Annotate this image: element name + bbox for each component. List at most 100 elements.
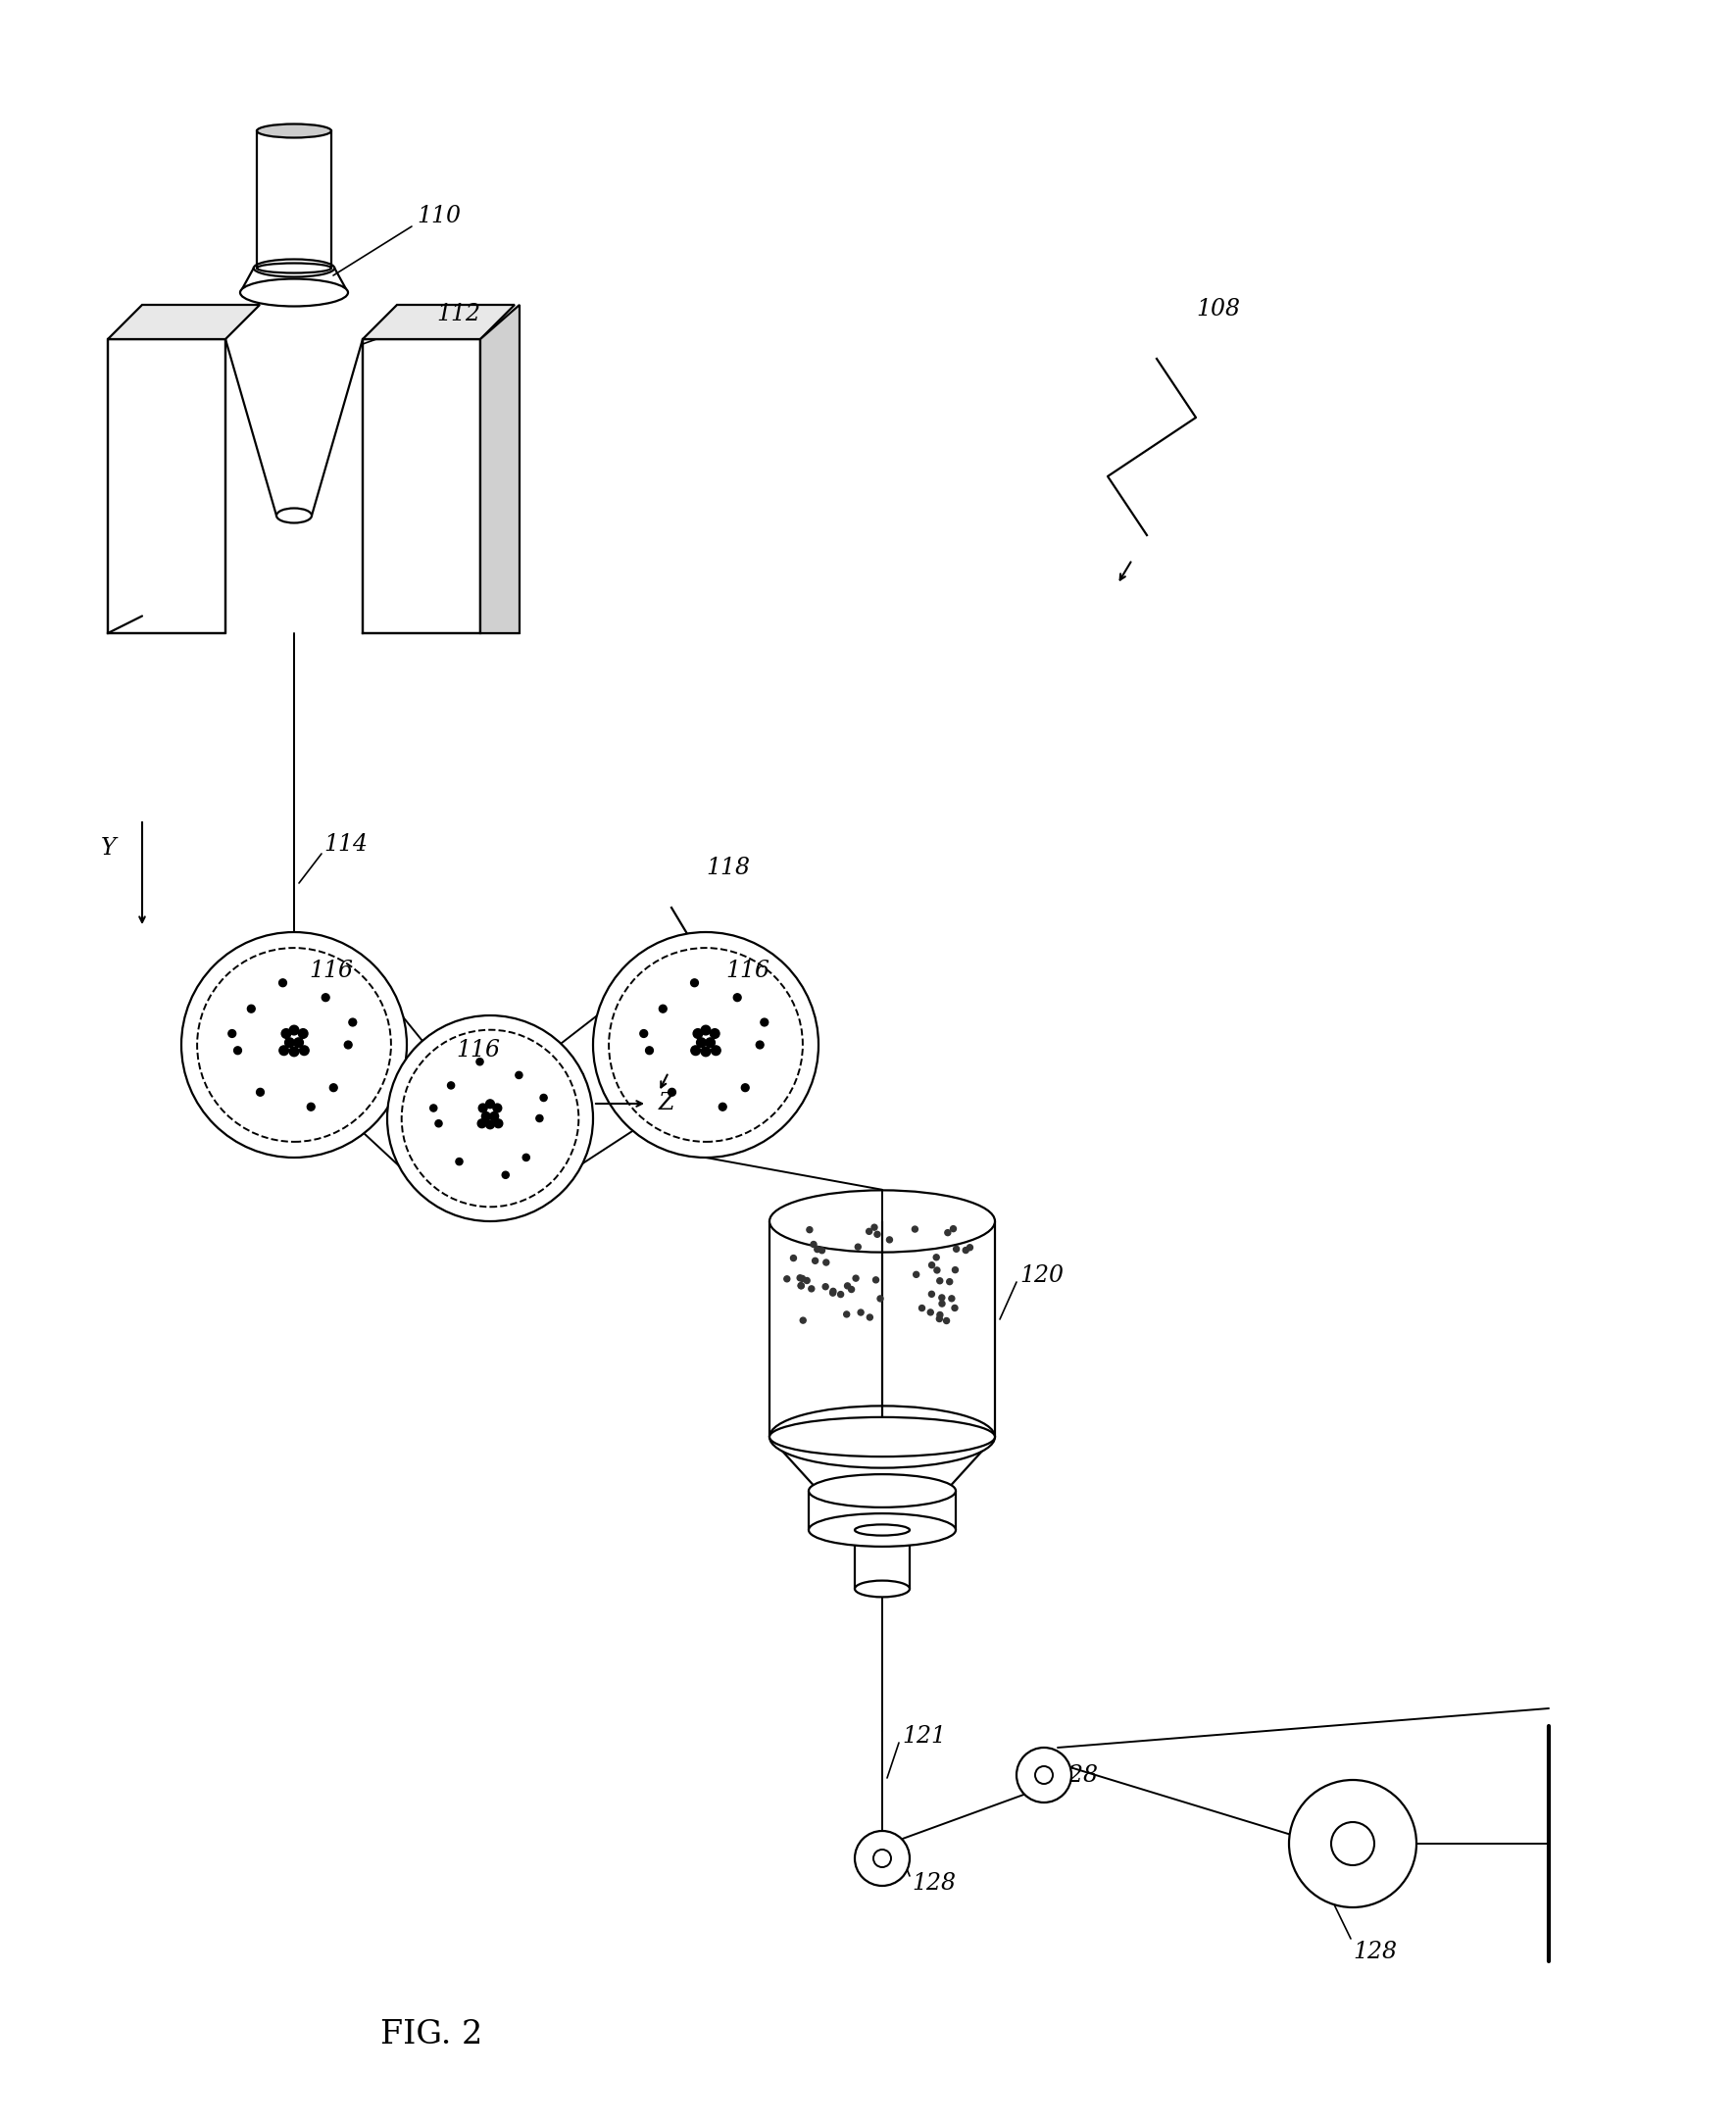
Ellipse shape <box>769 1191 995 1253</box>
Circle shape <box>939 1295 944 1301</box>
Circle shape <box>866 1314 873 1321</box>
Circle shape <box>873 1276 878 1282</box>
Ellipse shape <box>257 123 332 138</box>
Text: 118: 118 <box>707 858 750 879</box>
Circle shape <box>457 1157 464 1166</box>
Circle shape <box>951 1306 958 1310</box>
Circle shape <box>227 1030 236 1038</box>
Circle shape <box>293 1038 304 1047</box>
Circle shape <box>953 1246 960 1253</box>
Text: 116: 116 <box>309 960 352 983</box>
Circle shape <box>934 1255 939 1261</box>
Ellipse shape <box>276 507 312 522</box>
Circle shape <box>719 1104 726 1110</box>
Ellipse shape <box>769 1405 995 1467</box>
Polygon shape <box>108 306 260 340</box>
Text: Y: Y <box>101 839 116 860</box>
Circle shape <box>946 1278 953 1284</box>
Polygon shape <box>363 306 514 340</box>
Circle shape <box>701 1025 710 1034</box>
Circle shape <box>844 1312 849 1316</box>
Circle shape <box>660 1004 667 1013</box>
Circle shape <box>838 1291 844 1297</box>
Ellipse shape <box>240 278 347 306</box>
Circle shape <box>330 1085 337 1091</box>
Circle shape <box>944 1229 951 1236</box>
Circle shape <box>646 1047 653 1055</box>
Circle shape <box>953 1267 958 1274</box>
Ellipse shape <box>854 1582 910 1596</box>
Circle shape <box>257 1089 264 1095</box>
Ellipse shape <box>818 1475 946 1507</box>
Circle shape <box>387 1015 594 1221</box>
Circle shape <box>807 1227 812 1233</box>
Text: 128: 128 <box>911 1872 957 1894</box>
Circle shape <box>594 932 818 1157</box>
Circle shape <box>875 1231 880 1238</box>
Text: 116: 116 <box>726 960 769 983</box>
Circle shape <box>486 1100 495 1108</box>
Ellipse shape <box>854 1524 910 1535</box>
Circle shape <box>540 1093 547 1102</box>
Circle shape <box>844 1282 851 1289</box>
Circle shape <box>814 1246 819 1253</box>
Circle shape <box>937 1312 943 1318</box>
Circle shape <box>856 1244 861 1250</box>
Circle shape <box>809 1287 814 1291</box>
Circle shape <box>705 1038 715 1047</box>
Circle shape <box>950 1295 955 1301</box>
Circle shape <box>799 1282 804 1289</box>
Circle shape <box>757 1040 764 1049</box>
Circle shape <box>823 1284 828 1289</box>
Circle shape <box>693 1030 703 1038</box>
Text: 120: 120 <box>1019 1263 1064 1287</box>
Circle shape <box>299 1030 307 1038</box>
Circle shape <box>701 1047 710 1057</box>
Ellipse shape <box>769 1418 995 1456</box>
Circle shape <box>641 1030 648 1038</box>
Circle shape <box>307 1104 314 1110</box>
Circle shape <box>871 1225 877 1229</box>
Circle shape <box>490 1112 498 1121</box>
Circle shape <box>929 1291 934 1297</box>
Circle shape <box>696 1038 707 1047</box>
Circle shape <box>493 1104 502 1112</box>
Circle shape <box>502 1172 509 1178</box>
Ellipse shape <box>257 263 332 274</box>
Circle shape <box>349 1019 356 1025</box>
Circle shape <box>799 1276 806 1282</box>
Ellipse shape <box>809 1514 957 1546</box>
Circle shape <box>852 1276 859 1280</box>
Circle shape <box>281 1030 292 1038</box>
Text: 108: 108 <box>1196 299 1240 321</box>
Circle shape <box>290 1025 299 1034</box>
Text: 116: 116 <box>457 1038 500 1062</box>
Circle shape <box>823 1259 830 1265</box>
Circle shape <box>712 1047 720 1055</box>
Circle shape <box>1290 1779 1417 1906</box>
Text: 114: 114 <box>323 832 368 856</box>
Circle shape <box>279 979 286 987</box>
Circle shape <box>234 1047 241 1055</box>
Circle shape <box>477 1119 486 1127</box>
Circle shape <box>321 994 330 1002</box>
Circle shape <box>799 1282 804 1289</box>
Polygon shape <box>363 340 481 633</box>
Circle shape <box>495 1119 503 1127</box>
Text: 112: 112 <box>436 304 481 327</box>
Circle shape <box>944 1318 950 1325</box>
Circle shape <box>536 1115 543 1121</box>
Circle shape <box>448 1083 455 1089</box>
Circle shape <box>800 1318 806 1323</box>
Circle shape <box>760 1019 769 1025</box>
Circle shape <box>804 1278 811 1284</box>
Circle shape <box>248 1004 255 1013</box>
Text: 128: 128 <box>1352 1940 1397 1964</box>
Circle shape <box>481 1112 490 1121</box>
Circle shape <box>911 1227 918 1231</box>
Circle shape <box>950 1225 957 1231</box>
Circle shape <box>918 1306 925 1312</box>
Circle shape <box>691 979 698 987</box>
Circle shape <box>668 1089 675 1095</box>
Circle shape <box>691 1047 700 1055</box>
